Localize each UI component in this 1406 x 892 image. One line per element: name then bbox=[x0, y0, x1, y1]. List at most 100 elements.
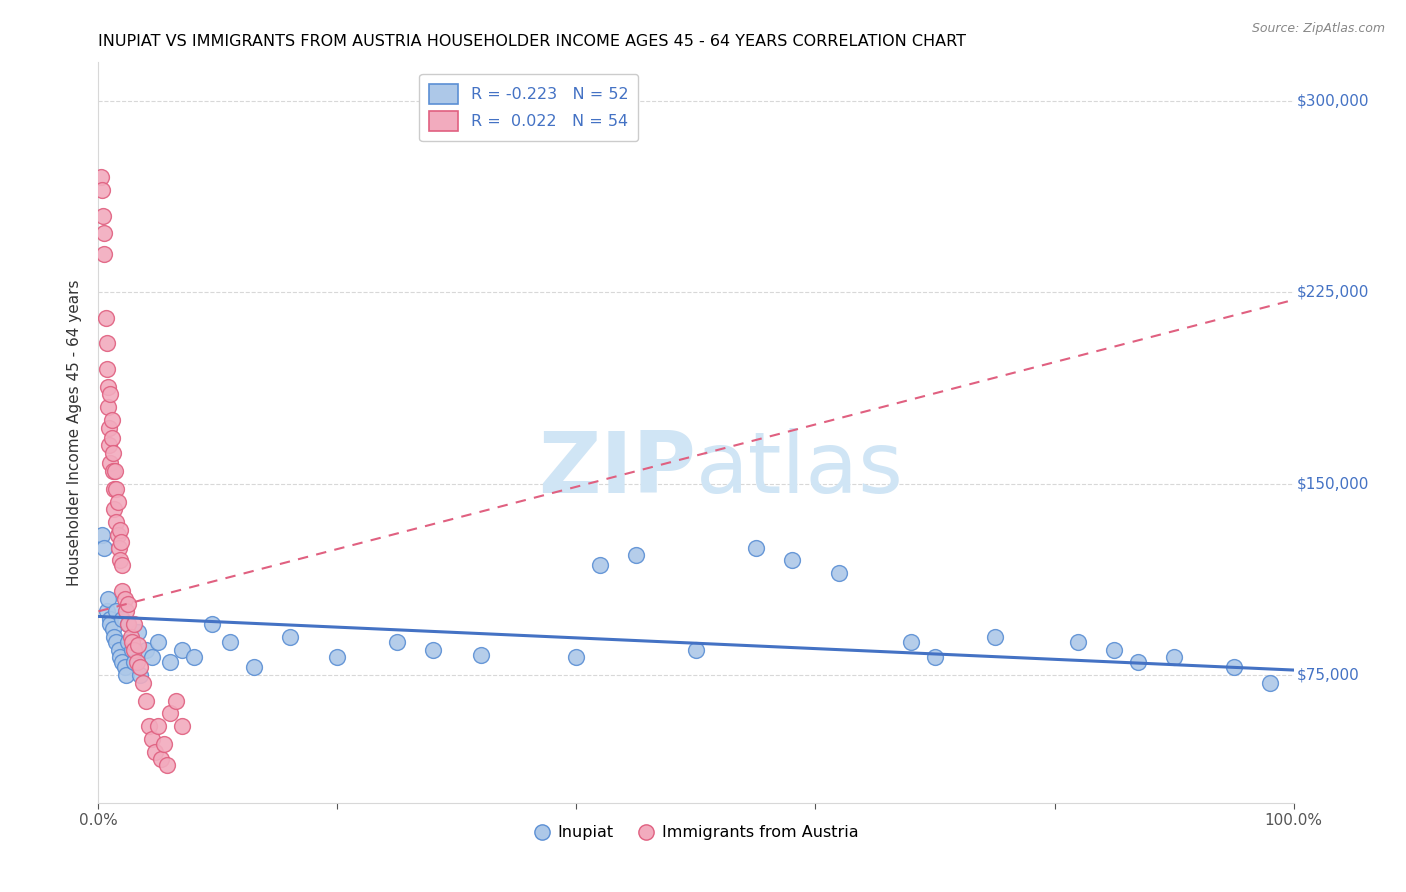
Point bbox=[107, 541, 129, 555]
Point bbox=[159, 656, 181, 670]
Point bbox=[94, 310, 117, 325]
Point bbox=[278, 630, 301, 644]
Point bbox=[172, 642, 194, 657]
Point bbox=[127, 638, 149, 652]
Point bbox=[201, 617, 224, 632]
Text: $225,000: $225,000 bbox=[1298, 285, 1369, 300]
Point bbox=[105, 635, 128, 649]
Point bbox=[108, 553, 131, 567]
Point bbox=[117, 617, 139, 632]
Point bbox=[1067, 635, 1090, 649]
Point bbox=[98, 387, 122, 401]
Point bbox=[100, 413, 122, 427]
Point bbox=[108, 650, 131, 665]
Point bbox=[685, 642, 707, 657]
Point bbox=[138, 719, 160, 733]
Point bbox=[159, 706, 181, 721]
Point bbox=[101, 622, 124, 636]
Legend: Inupiat, Immigrants from Austria: Inupiat, Immigrants from Austria bbox=[527, 819, 865, 847]
Point bbox=[183, 650, 205, 665]
Text: INUPIAT VS IMMIGRANTS FROM AUSTRIA HOUSEHOLDER INCOME AGES 45 - 64 YEARS CORRELA: INUPIAT VS IMMIGRANTS FROM AUSTRIA HOUSE… bbox=[98, 34, 966, 49]
Point bbox=[117, 617, 139, 632]
Point bbox=[117, 597, 139, 611]
Point bbox=[124, 617, 146, 632]
Point bbox=[1104, 642, 1126, 657]
Point bbox=[97, 591, 120, 606]
Point bbox=[124, 642, 146, 657]
Point bbox=[141, 731, 163, 746]
Point bbox=[111, 583, 134, 598]
Point bbox=[107, 527, 129, 541]
Point bbox=[98, 438, 121, 452]
Point bbox=[100, 431, 122, 445]
Point bbox=[470, 648, 492, 662]
Point bbox=[626, 548, 648, 562]
Point bbox=[115, 604, 138, 618]
Point bbox=[91, 183, 114, 197]
Text: Source: ZipAtlas.com: Source: ZipAtlas.com bbox=[1251, 22, 1385, 36]
Text: $75,000: $75,000 bbox=[1298, 667, 1360, 682]
Point bbox=[131, 675, 153, 690]
Point bbox=[111, 656, 134, 670]
Point bbox=[924, 650, 946, 665]
Point bbox=[97, 400, 120, 414]
Point bbox=[96, 336, 118, 351]
Point bbox=[105, 515, 128, 529]
Point bbox=[98, 617, 122, 632]
Point bbox=[107, 642, 129, 657]
Point bbox=[148, 635, 170, 649]
Point bbox=[96, 604, 118, 618]
Point bbox=[111, 558, 134, 573]
Point bbox=[93, 227, 115, 241]
Text: $300,000: $300,000 bbox=[1298, 94, 1369, 108]
Point bbox=[129, 668, 152, 682]
Point bbox=[96, 361, 118, 376]
Point bbox=[101, 446, 124, 460]
Point bbox=[105, 604, 128, 618]
Point bbox=[110, 535, 132, 549]
Y-axis label: Householder Income Ages 45 - 64 years: Householder Income Ages 45 - 64 years bbox=[67, 279, 83, 586]
Point bbox=[135, 642, 157, 657]
Point bbox=[127, 624, 149, 639]
Point bbox=[91, 527, 114, 541]
Point bbox=[141, 650, 163, 665]
Point bbox=[124, 656, 146, 670]
Point bbox=[165, 694, 187, 708]
Point bbox=[90, 170, 112, 185]
Point bbox=[385, 635, 409, 649]
Point bbox=[103, 482, 125, 496]
Point bbox=[97, 379, 120, 393]
Point bbox=[101, 464, 124, 478]
Point bbox=[129, 660, 152, 674]
Point bbox=[121, 635, 143, 649]
Point bbox=[828, 566, 851, 580]
Point bbox=[422, 642, 444, 657]
Point bbox=[111, 612, 134, 626]
Point bbox=[105, 482, 128, 496]
Point bbox=[900, 635, 922, 649]
Point bbox=[589, 558, 612, 573]
Point bbox=[125, 656, 148, 670]
Point bbox=[103, 630, 125, 644]
Text: ZIP: ZIP bbox=[538, 428, 696, 511]
Point bbox=[98, 456, 122, 470]
Point bbox=[91, 209, 114, 223]
Point bbox=[148, 719, 170, 733]
Point bbox=[153, 737, 176, 751]
Point bbox=[1223, 660, 1246, 674]
Point bbox=[93, 247, 115, 261]
Point bbox=[93, 541, 115, 555]
Point bbox=[745, 541, 768, 555]
Point bbox=[1128, 656, 1150, 670]
Point bbox=[108, 523, 131, 537]
Point bbox=[115, 668, 138, 682]
Point bbox=[104, 464, 127, 478]
Point bbox=[107, 494, 129, 508]
Point bbox=[780, 553, 803, 567]
Text: $150,000: $150,000 bbox=[1298, 476, 1369, 491]
Point bbox=[219, 635, 242, 649]
Text: atlas: atlas bbox=[696, 428, 904, 511]
Point bbox=[98, 420, 121, 434]
Point bbox=[243, 660, 266, 674]
Point bbox=[121, 642, 143, 657]
